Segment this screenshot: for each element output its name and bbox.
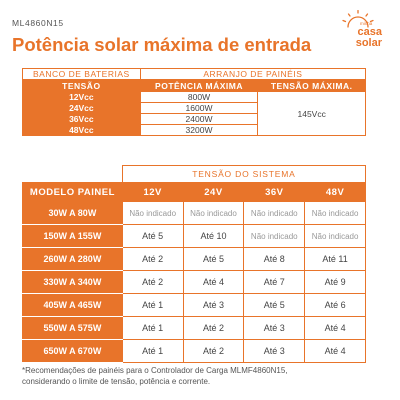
max-power: 3200W bbox=[139, 124, 259, 136]
logo-line-1: casa bbox=[357, 26, 382, 38]
battery-voltage: 12Vcc bbox=[22, 91, 141, 103]
panel-count: Até 3 bbox=[243, 316, 306, 340]
panel-count: Até 2 bbox=[182, 339, 245, 363]
header: ML4860N15 Potência solar máxima de entra… bbox=[12, 10, 388, 66]
panel-count: Até 1 bbox=[121, 339, 184, 363]
header-max-voltage: TENSÃO MÁXIMA. bbox=[257, 79, 366, 92]
panel-count: Até 5 bbox=[182, 247, 245, 271]
panel-count: Até 2 bbox=[121, 247, 184, 271]
panel-model: 30W A 80W bbox=[22, 201, 123, 225]
panel-count: Não indicado bbox=[182, 201, 245, 225]
max-power: 800W bbox=[139, 91, 259, 103]
panel-count: Até 1 bbox=[121, 293, 184, 317]
header-max-power: POTÊNCIA MÁXIMA bbox=[139, 79, 259, 92]
battery-voltage: 36Vcc bbox=[22, 113, 141, 125]
panel-count: Não indicado bbox=[243, 224, 306, 248]
table-row: 330W A 340W Até 2 Até 4 Até 7 Até 9 bbox=[22, 270, 366, 294]
table-row: 30W A 80W Não indicado Não indicado Não … bbox=[22, 201, 366, 225]
panel-model: 330W A 340W bbox=[22, 270, 123, 294]
panel-count: Até 2 bbox=[121, 270, 184, 294]
max-power: 2400W bbox=[139, 113, 259, 125]
header-panel-model: MODELO PAINEL bbox=[22, 182, 123, 202]
panel-count: Até 11 bbox=[304, 247, 366, 271]
max-voltage: 145Vcc bbox=[257, 91, 366, 136]
battery-voltage: 48Vcc bbox=[22, 124, 141, 136]
blank-corner bbox=[22, 165, 123, 183]
panel-count: Até 3 bbox=[243, 339, 306, 363]
panel-count: Não indicado bbox=[243, 201, 306, 225]
caption-battery-bank: BANCO DE BATERIAS bbox=[22, 68, 141, 80]
panel-count: Não indicado bbox=[304, 224, 366, 248]
logo-line-2: solar bbox=[355, 37, 382, 49]
footnote-line-1: *Recomendações de painéis para o Control… bbox=[22, 366, 288, 375]
header-36v: 36V bbox=[243, 182, 306, 202]
table-row: 650W A 670W Até 1 Até 2 Até 3 Até 4 bbox=[22, 339, 366, 363]
header-24v: 24V bbox=[182, 182, 245, 202]
panel-count: Até 9 bbox=[304, 270, 366, 294]
panel-model: 150W A 155W bbox=[22, 224, 123, 248]
header-row: MODELO PAINEL 12V 24V 36V 48V bbox=[22, 182, 366, 202]
panel-count: Até 6 bbox=[304, 293, 366, 317]
battery-voltage: 24Vcc bbox=[22, 102, 141, 114]
panel-model: 550W A 575W bbox=[22, 316, 123, 340]
footnote-line-2: considerando o limite de tensão, potênci… bbox=[22, 377, 211, 386]
caption-panel-array: ARRANJO DE PAINÉIS bbox=[139, 68, 367, 80]
panel-count: Até 2 bbox=[182, 316, 245, 340]
table-row: 550W A 575W Até 1 Até 2 Até 3 Até 4 bbox=[22, 316, 366, 340]
panel-count: Até 3 bbox=[182, 293, 245, 317]
panel-count: Até 10 bbox=[182, 224, 245, 248]
brand-logo: minha casa solar bbox=[330, 10, 386, 58]
table-row: 150W A 155W Até 5 Até 10 Não indicado Nã… bbox=[22, 224, 366, 248]
panel-count: Não indicado bbox=[304, 201, 366, 225]
battery-bank-table: BANCO DE BATERIAS ARRANJO DE PAINÉIS TEN… bbox=[22, 68, 367, 136]
panel-model: 405W A 465W bbox=[22, 293, 123, 317]
header-voltage: TENSÃO bbox=[22, 79, 141, 92]
panel-count: Até 5 bbox=[121, 224, 184, 248]
panel-model: 260W A 280W bbox=[22, 247, 123, 271]
panel-count: Até 8 bbox=[243, 247, 306, 271]
header-48v: 48V bbox=[304, 182, 366, 202]
table-row: 405W A 465W Até 1 Até 3 Até 5 Até 6 bbox=[22, 293, 366, 317]
table-row: 12Vcc 800W 145Vcc bbox=[22, 91, 366, 136]
sun-icon bbox=[342, 10, 374, 28]
panel-count: Não indicado bbox=[121, 201, 184, 225]
panel-model: 650W A 670W bbox=[22, 339, 123, 363]
logo-small-text: minha bbox=[360, 21, 373, 26]
panel-count: Até 1 bbox=[121, 316, 184, 340]
table-row: 48Vcc 3200W bbox=[22, 124, 366, 136]
header-12v: 12V bbox=[121, 182, 184, 202]
caption-system-voltage: TENSÃO DO SISTEMA bbox=[121, 165, 367, 183]
panel-count: Até 7 bbox=[243, 270, 306, 294]
model-code: ML4860N15 bbox=[12, 18, 64, 28]
panel-count: Até 5 bbox=[243, 293, 306, 317]
table-row: 36Vcc 2400W bbox=[22, 113, 366, 125]
table-row: 260W A 280W Até 2 Até 5 Até 8 Até 11 bbox=[22, 247, 366, 271]
panel-count: Até 4 bbox=[304, 316, 366, 340]
table-row: 24Vcc 1600W bbox=[22, 102, 366, 114]
max-power: 1600W bbox=[139, 102, 259, 114]
panel-count: Até 4 bbox=[304, 339, 366, 363]
footnote: *Recomendações de painéis para o Control… bbox=[22, 365, 382, 387]
panel-model-table: TENSÃO DO SISTEMA MODELO PAINEL 12V 24V … bbox=[22, 165, 367, 363]
page-title: Potência solar máxima de entrada bbox=[12, 34, 312, 55]
panel-count: Até 4 bbox=[182, 270, 245, 294]
